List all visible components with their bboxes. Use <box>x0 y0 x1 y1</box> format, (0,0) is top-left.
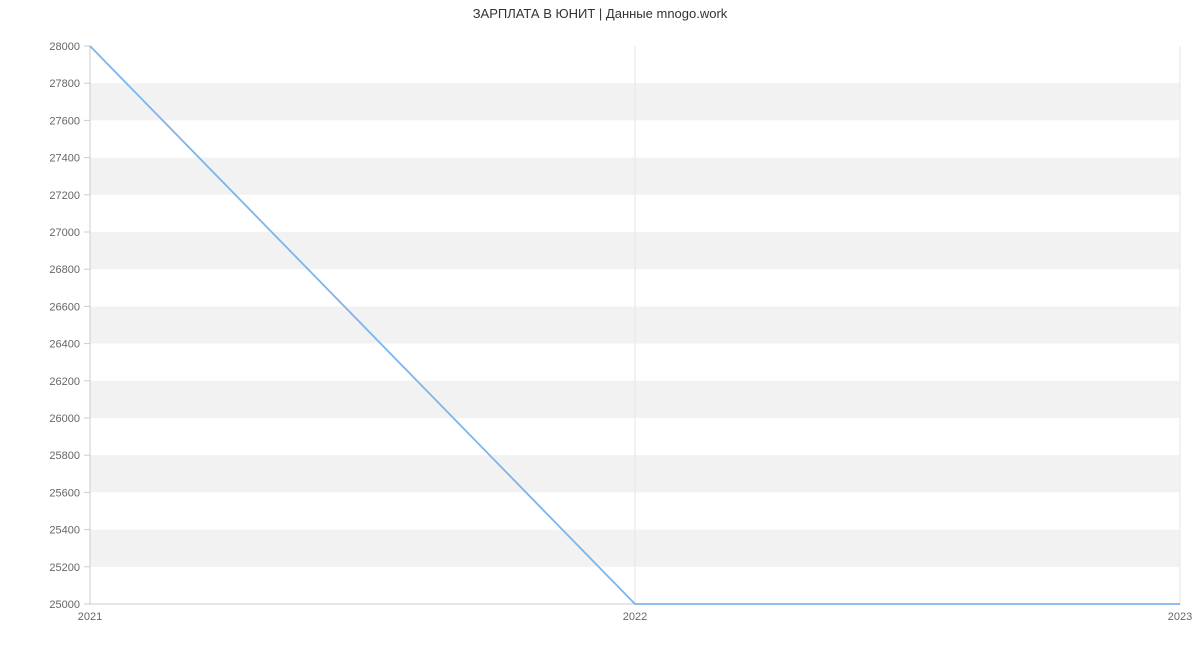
y-tick-label: 26800 <box>49 264 80 276</box>
y-tick-label: 25600 <box>49 487 80 499</box>
x-tick-label: 2023 <box>1168 611 1192 623</box>
y-tick-label: 25400 <box>49 525 80 537</box>
chart-container: ЗАРПЛАТА В ЮНИТ | Данные mnogo.work 2500… <box>0 0 1200 650</box>
x-tick-label: 2021 <box>78 611 102 623</box>
y-tick-label: 27200 <box>49 190 80 202</box>
salary-line-chart: 25000 25200 25400 25600 25800 26000 26200 26400… <box>0 0 1200 650</box>
x-tick-label: 2022 <box>623 611 647 623</box>
y-tick-label: 25200 <box>49 562 80 574</box>
y-tick-label: 26000 <box>49 413 80 425</box>
y-tick-label: 27000 <box>49 227 80 239</box>
y-tick-label: 26600 <box>49 301 80 313</box>
y-tick-label: 28000 <box>49 41 80 53</box>
y-tick-label: 26400 <box>49 339 80 351</box>
y-tick-label: 27600 <box>49 115 80 127</box>
y-tick-label: 26200 <box>49 376 80 388</box>
y-tick-label: 27800 <box>49 78 80 90</box>
y-tick-label: 25800 <box>49 450 80 462</box>
y-tick-label: 25000 <box>49 599 80 611</box>
y-tick-label: 27400 <box>49 153 80 165</box>
